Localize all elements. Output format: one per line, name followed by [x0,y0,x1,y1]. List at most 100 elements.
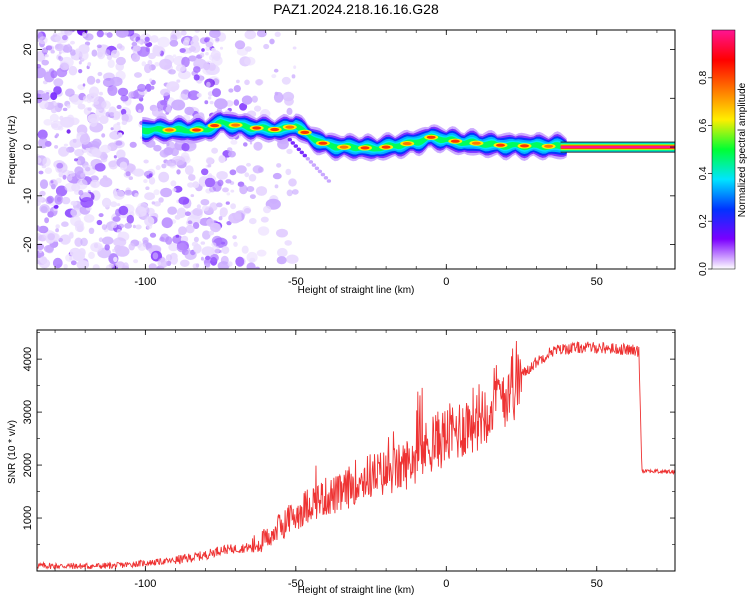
colorbar-tick-label: 0.6 [698,118,709,132]
spectrogram-ylabel: Frequency (Hz) [7,116,18,185]
noise-blob [171,99,186,111]
noise-blob [59,61,70,71]
noise-blob [99,115,109,124]
noise-blob [233,241,238,247]
noise-blob [50,180,54,184]
noise-blob [284,97,294,106]
noise-blob [116,229,122,234]
noise-blob [276,228,288,238]
noise-blob [132,224,136,229]
noise-blob [178,70,191,80]
noise-blob [83,214,95,223]
ridge-peak-core [520,144,529,148]
noise-blob [153,144,162,152]
noise-blob [116,149,126,159]
noise-blob [80,237,88,247]
noise-blob [188,55,197,62]
ridge-peak-core [192,128,201,132]
noise-blob [191,241,199,247]
noise-blob [74,149,84,157]
noise-blob [216,202,223,208]
noise-blob [211,147,219,154]
noise-blob [70,215,81,226]
noise-blob [97,245,102,250]
noise-blob [94,163,106,172]
y-tick-label: 4000 [22,347,34,371]
noise-blob [165,106,172,113]
noise-blob [98,213,104,218]
noise-blob [115,261,125,268]
noise-blob [120,108,127,116]
ridge-peak-core [252,126,262,130]
noise-blob [76,260,90,269]
ridge-tail [299,150,304,155]
noise-blob [172,188,177,192]
noise-blob [148,52,156,60]
noise-blob [101,100,111,110]
spectrogram-axes: -100 -50 0 50 20 10 0 -10 -20 [22,30,675,288]
noise-blob [90,242,103,253]
noise-blob [121,120,128,126]
noise-blob [246,162,251,167]
noise-blob [96,30,104,38]
noise-blob [239,102,248,111]
noise-blob [110,201,118,208]
noise-blob [273,68,279,73]
noise-blob [53,204,59,209]
noise-blob [218,216,223,221]
noise-blob [158,171,170,183]
noise-blob [184,106,195,116]
noise-blob [225,179,232,184]
noise-blob [118,223,125,229]
noise-blob [58,56,64,62]
noise-blob [244,56,256,66]
noise-blob [146,223,153,230]
noise-blob [277,247,288,258]
noise-blob [236,79,240,84]
ridge-tail [320,172,326,177]
ridge-peak-core [300,130,310,134]
noise-blob [150,35,159,43]
noise-blob [159,58,173,70]
noise-blob [215,37,220,42]
spectrogram-ridge [142,110,675,183]
noise-blob [113,189,125,200]
noise-blob [201,48,205,52]
noise-blob [233,99,240,106]
noise-blob [121,113,129,123]
noise-blob [111,222,118,229]
noise-blob [129,141,137,148]
noise-blob [63,264,68,269]
x-tick-label: 50 [591,578,603,590]
noise-blob [128,176,133,181]
noise-blob [53,78,64,87]
noise-blob [176,243,188,253]
noise-blob [87,107,92,111]
spectrogram-panel: -100 -50 0 50 20 10 0 -10 -20 Height of straight… [7,29,676,296]
ridge-tail [305,157,310,161]
noise-blob [135,103,144,114]
noise-blob [101,197,112,208]
snr-series-line [37,341,675,570]
noise-blob [244,30,257,40]
noise-blob [101,133,106,138]
noise-blob [204,100,209,105]
noise-blob [165,160,172,167]
noise-blob [254,105,262,112]
noise-blob [149,232,157,238]
noise-blob [64,30,73,36]
noise-blob [221,246,230,255]
spectrogram-frame [36,29,676,270]
noise-blob [55,177,62,184]
noise-blob [178,196,190,205]
noise-blob [260,216,269,223]
noise-blob [128,243,135,251]
figure-title: PAZ1.2024.218.16.16.G28 [273,1,439,17]
noise-blob [137,202,149,212]
noise-blob [249,257,256,263]
noise-blob [44,167,53,174]
ridge-peak-core [544,144,554,148]
noise-blob [285,168,292,176]
noise-blob [55,133,59,137]
noise-blob [168,69,176,75]
